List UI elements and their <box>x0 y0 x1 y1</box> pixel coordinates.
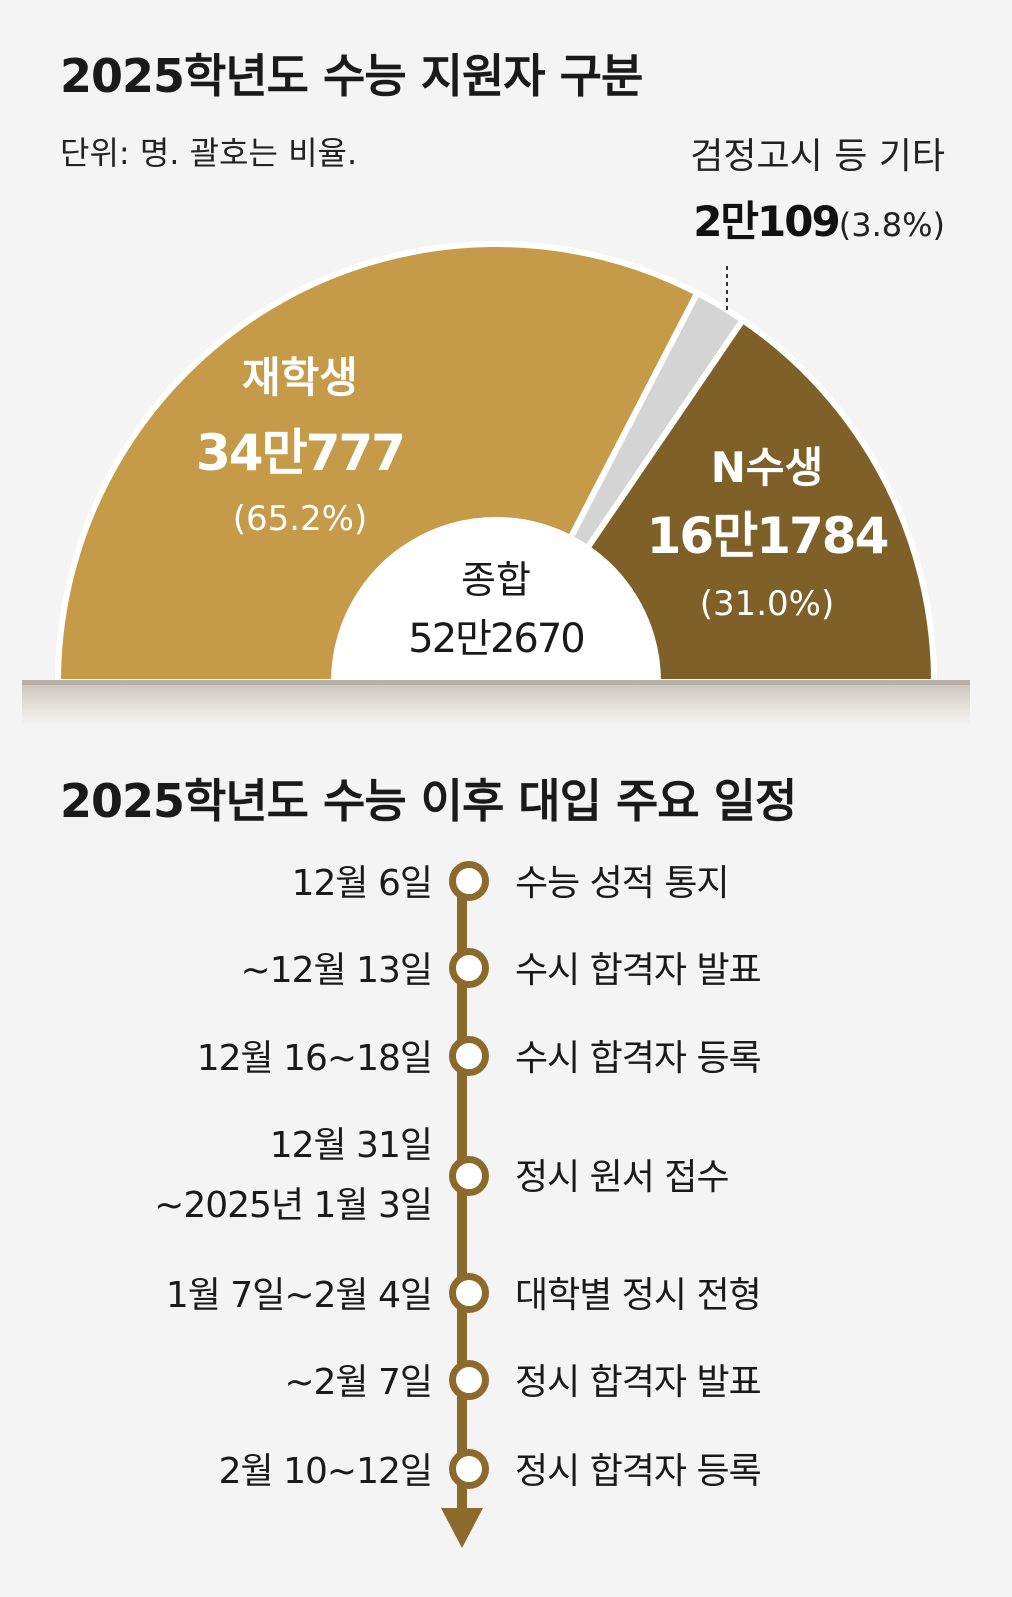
schedule-title: 2025학년도 수능 이후 대입 주요 일정 <box>60 774 797 828</box>
slice-percent-students: (65.2%) <box>233 499 368 539</box>
slice-students <box>54 241 702 685</box>
schedule-event: 정시 합격자 발표 <box>515 1362 762 1403</box>
schedule-date: 1월 7일~2월 4일 <box>165 1275 433 1316</box>
schedule-date: 12월 31일 <box>269 1125 433 1166</box>
slice-value-students: 34만777 <box>196 424 404 482</box>
center-hole <box>334 520 658 682</box>
schedule-event: 정시 원서 접수 <box>515 1157 730 1198</box>
semicircle-donut-chart: 재학생 34만777 (65.2%) N수생 16만1784 (31.0%) 검… <box>22 136 970 724</box>
schedule-date: 12월 16~18일 <box>196 1038 433 1079</box>
timeline-node <box>449 1273 489 1313</box>
center-label: 종합 <box>461 558 531 602</box>
schedule-event: 정시 합격자 등록 <box>515 1451 762 1492</box>
schedule-event: 대학별 정시 전형 <box>515 1275 762 1316</box>
center-value: 52만2670 <box>408 616 584 662</box>
slice-label-repeaters: N수생 <box>711 443 823 492</box>
arrow-down-icon <box>441 1508 483 1548</box>
timeline-node <box>449 1449 489 1489</box>
timeline-node <box>449 1156 489 1196</box>
slice-label-other: 검정고시 등 기타 <box>690 136 945 177</box>
chart-title: 2025학년도 수능 지원자 구분 <box>60 49 643 103</box>
schedule-date: ~2월 7일 <box>284 1362 433 1403</box>
slice-value-other: 2만109 <box>693 197 839 246</box>
slice-percent-other: (3.8%) <box>839 206 945 244</box>
unit-note: 단위: 명. 괄호는 비율. <box>60 134 358 172</box>
timeline-node <box>449 1036 489 1076</box>
schedule-event: 수시 합격자 발표 <box>515 950 762 991</box>
schedule-event: 수능 성적 통지 <box>515 863 730 904</box>
baseline-shelf <box>22 682 970 724</box>
timeline-node <box>449 861 489 901</box>
schedule-event: 수시 합격자 등록 <box>515 1038 762 1079</box>
timeline-node <box>449 1360 489 1400</box>
slice-value-repeaters: 16만1784 <box>647 507 888 565</box>
slice-percent-repeaters: (31.0%) <box>700 584 835 624</box>
schedule-date-end: ~2025년 1월 3일 <box>154 1185 433 1226</box>
baseline-edge <box>22 680 970 685</box>
schedule-timeline: 12월 6일 수능 성적 통지 ~12월 13일 수시 합격자 발표 12월 1… <box>0 840 1012 1580</box>
timeline-node <box>449 948 489 988</box>
slice-label-students: 재학생 <box>242 353 358 402</box>
schedule-date: 2월 10~12일 <box>218 1451 433 1492</box>
slice-value-other-line: 2만109(3.8%) <box>693 197 945 246</box>
schedule-date: 12월 6일 <box>291 863 433 904</box>
schedule-date: ~12월 13일 <box>240 950 433 991</box>
